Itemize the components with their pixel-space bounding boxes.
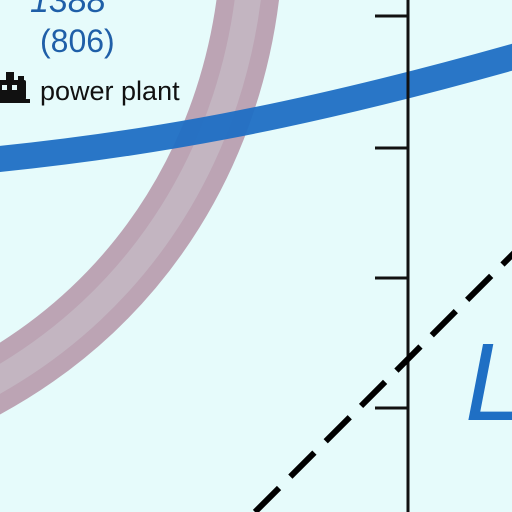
dashed-line <box>252 250 512 512</box>
year-label: 1388 <box>30 0 106 20</box>
power-plant-label: power plant <box>40 76 180 106</box>
vertical-axis <box>375 0 410 512</box>
paren-value-label: (806) <box>40 23 115 59</box>
blue-curve <box>0 43 512 173</box>
power-plant-icon <box>0 72 30 103</box>
big-letter-label: L <box>465 321 512 444</box>
mauve-band <box>0 0 279 415</box>
